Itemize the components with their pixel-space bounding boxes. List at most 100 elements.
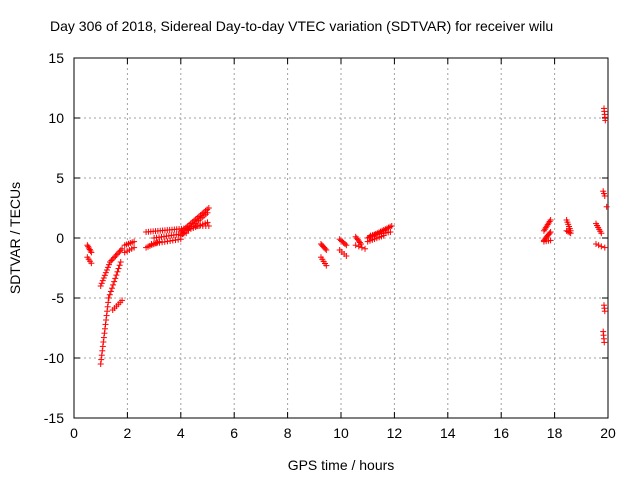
x-tick-label: 14 — [440, 425, 456, 441]
data-point — [602, 117, 609, 124]
data-point — [87, 247, 94, 254]
data-point — [355, 243, 362, 250]
data-point — [97, 361, 104, 367]
data-point — [105, 299, 112, 306]
y-tick-label: -10 — [44, 350, 64, 366]
x-tick-label: 8 — [284, 425, 292, 441]
data-point — [98, 356, 105, 363]
data-point — [103, 317, 110, 323]
x-tick-labels: 0 2 4 6 8 10 12 14 16 18 20 — [70, 425, 616, 441]
x-tick-label: 20 — [600, 425, 616, 441]
data-point — [101, 325, 108, 332]
x-axis-label: GPS time / hours — [288, 457, 395, 473]
x-tick-label: 2 — [124, 425, 132, 441]
data-point — [88, 249, 95, 256]
data-point — [105, 295, 112, 301]
data-point — [98, 280, 105, 287]
data-point — [107, 288, 114, 295]
data-point — [108, 257, 115, 264]
x-tick-label: 0 — [70, 425, 78, 441]
data-point — [100, 339, 107, 345]
data-point — [99, 343, 106, 350]
data-point — [356, 239, 363, 246]
data-point — [104, 308, 111, 315]
y-tick-label: 10 — [48, 110, 64, 126]
data-point — [106, 291, 113, 298]
data-point — [110, 281, 117, 288]
x-tick-label: 16 — [493, 425, 509, 441]
data-point — [115, 265, 122, 272]
data-point — [99, 277, 106, 284]
data-point — [362, 245, 369, 252]
data-point — [547, 217, 554, 223]
data-point — [97, 283, 104, 289]
data-point — [352, 242, 359, 249]
data-point — [103, 312, 110, 319]
data-points — [84, 105, 610, 367]
data-point — [204, 219, 211, 226]
data-point — [108, 285, 115, 292]
data-point — [131, 238, 138, 245]
y-tick-label: 5 — [56, 170, 64, 186]
data-point — [566, 229, 573, 236]
data-point — [358, 244, 365, 251]
data-point — [111, 254, 118, 261]
data-point — [603, 203, 610, 210]
data-point — [323, 262, 330, 269]
data-point — [131, 244, 138, 251]
data-point — [342, 241, 349, 247]
y-tick-label: -5 — [52, 290, 65, 306]
data-point — [204, 209, 211, 216]
data-point — [116, 262, 123, 269]
data-point — [546, 230, 553, 237]
data-point — [117, 247, 124, 254]
data-point — [100, 334, 107, 341]
x-tick-label: 12 — [387, 425, 403, 441]
data-point — [88, 260, 95, 267]
y-axis-label: SDTVAR / TECUs — [7, 182, 23, 294]
y-tick-label: 15 — [48, 50, 64, 66]
x-tick-label: 6 — [230, 425, 238, 441]
data-point — [114, 268, 121, 275]
data-point — [601, 193, 608, 199]
data-point — [111, 278, 118, 285]
data-point — [116, 248, 123, 255]
data-point — [119, 245, 126, 252]
data-point — [205, 205, 212, 211]
data-point — [343, 253, 350, 259]
data-point — [205, 223, 212, 229]
data-point — [102, 269, 109, 276]
data-point — [117, 259, 124, 265]
data-point — [98, 352, 105, 359]
data-point — [343, 242, 350, 249]
data-point — [547, 229, 554, 235]
data-point — [322, 245, 329, 252]
data-point — [567, 230, 574, 237]
data-point — [601, 244, 608, 251]
chart-title: Day 306 of 2018, Sidereal Day-to-day VTE… — [50, 18, 554, 34]
y-tick-labels: -15 -10 -5 0 5 10 15 — [44, 50, 64, 426]
y-tick-label: 0 — [56, 230, 64, 246]
x-tick-label: 10 — [333, 425, 349, 441]
data-point — [119, 297, 126, 304]
grid — [74, 58, 608, 418]
data-point — [104, 264, 111, 271]
data-point — [601, 308, 608, 315]
data-point — [113, 272, 120, 279]
data-point — [100, 275, 107, 281]
tick-marks — [73, 57, 609, 419]
data-point — [102, 321, 109, 328]
data-point — [113, 251, 120, 258]
data-point — [387, 229, 394, 235]
data-point — [107, 259, 114, 265]
data-point — [101, 272, 108, 279]
data-point — [103, 267, 110, 273]
data-point — [109, 256, 116, 263]
data-point — [112, 253, 119, 260]
data-point — [380, 232, 387, 239]
data-point — [106, 261, 113, 268]
data-point — [104, 303, 111, 310]
data-point — [388, 223, 395, 229]
data-point — [101, 330, 108, 337]
